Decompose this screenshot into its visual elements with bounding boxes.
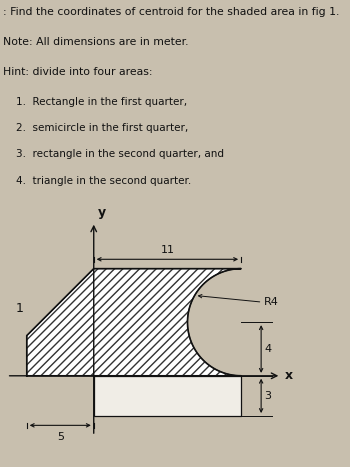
Polygon shape [94, 376, 241, 416]
Text: x: x [285, 369, 293, 382]
Text: 2.  semicircle in the first quarter,: 2. semicircle in the first quarter, [3, 123, 188, 133]
Text: 11: 11 [160, 245, 174, 255]
Text: Hint: divide into four areas:: Hint: divide into four areas: [3, 67, 153, 77]
Text: 3.  rectangle in the second quarter, and: 3. rectangle in the second quarter, and [3, 149, 224, 159]
Text: : Find the coordinates of centroid for the shaded area in fig 1.: : Find the coordinates of centroid for t… [3, 7, 339, 17]
Text: 1.  Rectangle in the first quarter,: 1. Rectangle in the first quarter, [3, 97, 187, 107]
Text: Note: All dimensions are in meter.: Note: All dimensions are in meter. [3, 37, 189, 47]
Text: 1: 1 [16, 302, 24, 315]
Text: R4: R4 [264, 297, 279, 307]
Text: y: y [98, 206, 106, 219]
Text: 4.  triangle in the second quarter.: 4. triangle in the second quarter. [3, 176, 191, 185]
Text: 5: 5 [57, 432, 64, 442]
Text: 3: 3 [265, 391, 272, 401]
Polygon shape [27, 269, 241, 376]
Text: 4: 4 [265, 344, 272, 354]
